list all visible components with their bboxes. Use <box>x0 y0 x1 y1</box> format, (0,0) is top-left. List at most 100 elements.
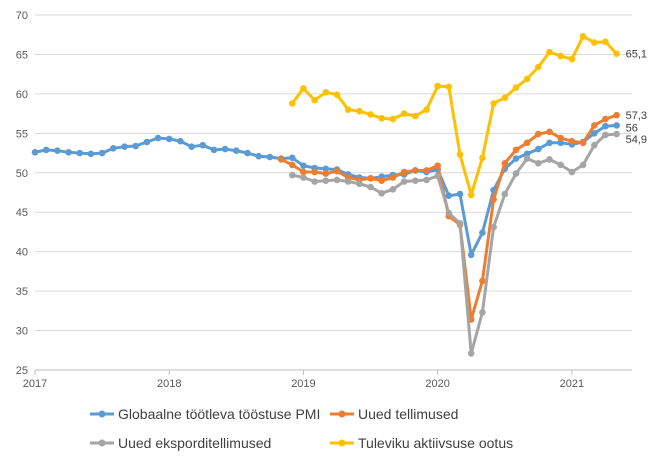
data-point <box>322 89 330 96</box>
data-point <box>535 160 542 167</box>
data-point <box>322 177 330 184</box>
data-point <box>389 115 397 123</box>
data-point <box>289 161 296 169</box>
data-point <box>300 174 307 181</box>
data-point <box>613 111 620 119</box>
data-point <box>344 106 352 113</box>
data-point <box>367 175 374 182</box>
data-point <box>546 156 553 163</box>
y-tick-label: 40 <box>16 247 28 259</box>
data-point <box>378 190 386 197</box>
data-point <box>412 167 419 174</box>
data-point <box>602 122 609 130</box>
data-point <box>456 220 464 227</box>
data-point <box>546 48 553 56</box>
data-point <box>445 192 453 199</box>
data-point <box>400 178 408 185</box>
data-point <box>199 141 207 149</box>
y-tick-label: 70 <box>16 10 28 22</box>
data-point <box>389 186 397 193</box>
y-tick-label: 30 <box>16 326 28 338</box>
data-point <box>490 196 497 203</box>
x-axis: 2017 2018 2019 2020 2021 <box>23 369 632 390</box>
data-point <box>289 154 296 162</box>
legend-label: Uued eksporditellimused <box>118 435 271 451</box>
data-point <box>412 177 419 184</box>
legend-label: Globaalne töötleva tööstuse PMI <box>118 406 320 422</box>
data-point <box>579 139 587 147</box>
data-point <box>445 83 453 91</box>
data-point <box>177 137 184 145</box>
data-point <box>568 137 576 145</box>
data-point <box>591 141 598 149</box>
data-point <box>423 176 430 184</box>
legend-marker <box>98 439 106 447</box>
data-point <box>311 168 318 176</box>
legend-marker <box>338 439 346 447</box>
data-point <box>42 146 50 154</box>
data-point <box>98 149 106 157</box>
data-point <box>188 143 195 150</box>
data-point <box>333 167 341 175</box>
data-point <box>557 52 564 60</box>
end-value-label: 57,3 <box>626 110 647 122</box>
end-value-label: 54,9 <box>626 134 647 146</box>
data-point <box>255 152 262 160</box>
data-point <box>389 174 397 181</box>
data-point <box>434 82 442 90</box>
data-point <box>501 94 509 102</box>
data-point <box>210 146 218 154</box>
data-point <box>356 107 363 115</box>
data-point <box>467 251 475 259</box>
data-point <box>602 131 609 139</box>
data-point <box>523 75 531 83</box>
y-tick-label: 35 <box>16 286 28 298</box>
data-point <box>221 145 229 153</box>
data-point <box>289 100 296 107</box>
data-point <box>300 85 307 92</box>
data-point <box>467 191 475 199</box>
data-point <box>501 160 509 167</box>
data-point <box>479 277 486 285</box>
end-value-label: 65,1 <box>626 49 647 61</box>
data-point <box>535 130 542 138</box>
data-point <box>613 50 620 57</box>
data-point <box>479 154 486 162</box>
data-point <box>356 180 363 188</box>
legend: Globaalne töötleva tööstuse PMI Uued tell… <box>90 406 513 451</box>
data-point <box>87 150 95 158</box>
data-point <box>333 91 341 98</box>
data-point <box>65 149 72 156</box>
data-point <box>568 168 576 176</box>
legend-marker <box>338 410 346 418</box>
data-point <box>154 134 162 142</box>
data-point <box>233 147 240 154</box>
data-point <box>300 168 307 176</box>
y-axis-ticks: 25 30 35 40 45 50 55 60 65 70 <box>16 10 28 377</box>
data-point <box>289 171 296 179</box>
data-point <box>512 146 520 154</box>
data-point <box>613 130 620 138</box>
data-point <box>602 115 609 123</box>
data-point <box>523 139 531 147</box>
data-point <box>613 122 620 129</box>
data-point <box>132 142 139 150</box>
y-tick-label: 25 <box>16 365 28 377</box>
data-point <box>266 153 274 161</box>
data-point <box>322 165 330 173</box>
data-point <box>512 155 520 162</box>
series-line <box>291 132 617 355</box>
data-point <box>523 155 531 162</box>
data-point <box>602 38 609 46</box>
data-point <box>367 111 374 118</box>
y-tick-label: 50 <box>16 168 28 180</box>
data-point <box>546 139 553 147</box>
data-point <box>54 147 61 154</box>
data-point <box>300 162 307 169</box>
data-point <box>479 309 486 316</box>
data-point <box>367 183 374 191</box>
data-point <box>535 63 542 71</box>
data-point <box>490 100 497 107</box>
